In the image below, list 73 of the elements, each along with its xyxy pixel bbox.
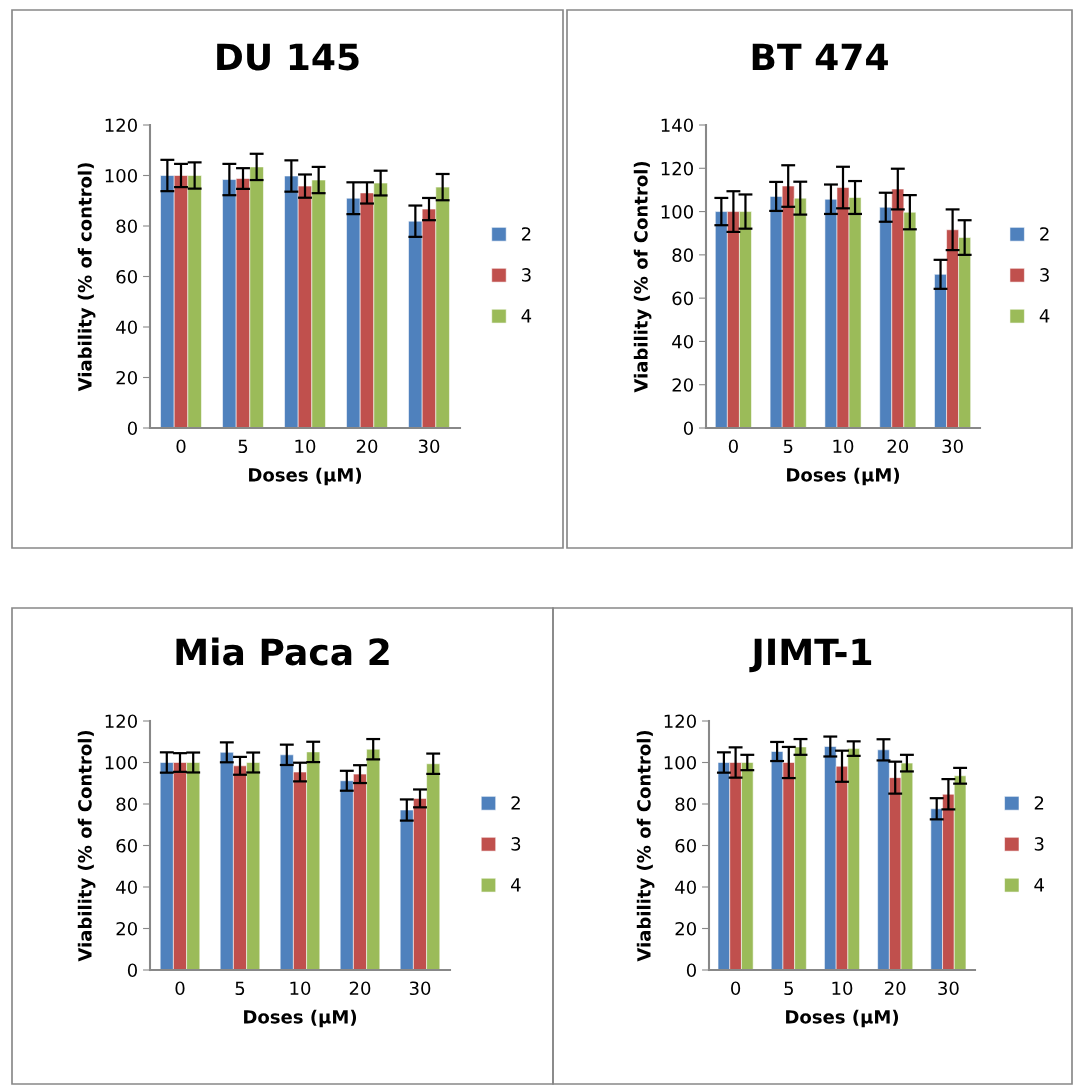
y-tick-label: 80: [116, 797, 137, 812]
x-tick-label: 20: [349, 981, 371, 996]
y-tick-label: 20: [675, 921, 696, 936]
y-tick-label: 40: [675, 880, 696, 895]
y-tick-label: 40: [116, 320, 137, 335]
y-tick-label: 80: [116, 219, 137, 234]
chart-title: BT 474: [752, 43, 888, 70]
y-axis-title: Viability (% of Control): [77, 730, 96, 962]
x-tick-label: 30: [409, 981, 431, 996]
x-tick-label: 30: [938, 981, 959, 996]
y-axis-title: Viability (% of Control): [633, 161, 652, 393]
x-tick-label: 10: [290, 981, 311, 996]
y-tick-label: 60: [116, 269, 137, 284]
legend-label: 3: [1040, 268, 1049, 282]
y-tick-label: 120: [664, 714, 696, 729]
y-tick-label: 0: [127, 963, 137, 978]
x-tick-label: 0: [175, 981, 185, 996]
x-tick-label: 10: [295, 439, 316, 454]
y-tick-label: 80: [672, 248, 693, 262]
y-tick-label: 60: [672, 291, 693, 306]
y-tick-label: 120: [661, 161, 693, 176]
x-tick-label: 20: [885, 981, 906, 996]
x-tick-label: 10: [833, 439, 854, 454]
y-tick-label: 40: [116, 880, 137, 895]
legend-label: 3: [522, 268, 531, 282]
y-tick-label: 0: [686, 963, 696, 978]
legend-label: 2: [511, 796, 520, 810]
x-tick-label: 5: [784, 981, 793, 996]
y-tick-label: 140: [661, 118, 693, 133]
y-tick-label: 20: [116, 370, 137, 385]
legend-label: 3: [511, 837, 521, 851]
y-tick-label: 20: [116, 921, 137, 936]
y-axis-title: Viability (% of control): [77, 163, 96, 392]
x-axis-title: Doses (μM): [244, 1009, 357, 1028]
x-tick-label: 20: [356, 439, 378, 454]
y-tick-label: 100: [105, 168, 137, 183]
y-tick-label: 120: [105, 714, 137, 729]
x-axis-title: Doses (μM): [249, 467, 362, 486]
y-tick-label: 100: [664, 755, 696, 770]
legend-label: 2: [521, 227, 531, 241]
x-tick-label: 5: [238, 439, 248, 454]
x-tick-label: 0: [731, 981, 741, 996]
x-tick-label: 0: [728, 439, 738, 454]
y-tick-label: 120: [105, 118, 137, 133]
x-tick-label: 10: [832, 981, 853, 996]
x-tick-label: 5: [783, 439, 793, 454]
legend-label: 4: [521, 309, 532, 323]
y-tick-label: 60: [116, 838, 137, 853]
legend-label: 2: [1040, 227, 1049, 241]
y-axis-title: Viability (% of Control): [636, 730, 655, 962]
y-tick-label: 40: [672, 334, 693, 349]
x-tick-label: 5: [235, 981, 245, 996]
x-axis-title: Doses (μM): [786, 1009, 899, 1028]
y-tick-label: 20: [672, 378, 693, 392]
x-axis-title: Doses (μM): [787, 467, 900, 486]
chart-title: Mia Paca 2: [176, 637, 389, 666]
y-tick-label: 80: [675, 797, 696, 812]
y-tick-label: 100: [105, 755, 137, 770]
y-tick-label: 0: [127, 421, 137, 436]
x-tick-label: 30: [418, 439, 440, 454]
x-tick-label: 30: [942, 439, 963, 454]
legend-label: 4: [1039, 309, 1050, 323]
y-tick-label: 0: [683, 421, 693, 436]
legend-label: 4: [511, 878, 521, 892]
y-tick-label: 100: [661, 205, 693, 219]
legend-label: 4: [1034, 878, 1044, 892]
x-tick-label: 0: [176, 439, 186, 454]
legend-label: 2: [1034, 796, 1044, 810]
chart-title: JIMT-1: [749, 638, 872, 673]
legend-label: 3: [1034, 837, 1044, 851]
x-tick-label: 20: [887, 439, 909, 454]
y-tick-label: 60: [675, 838, 696, 853]
chart-title: DU 145: [217, 43, 359, 71]
